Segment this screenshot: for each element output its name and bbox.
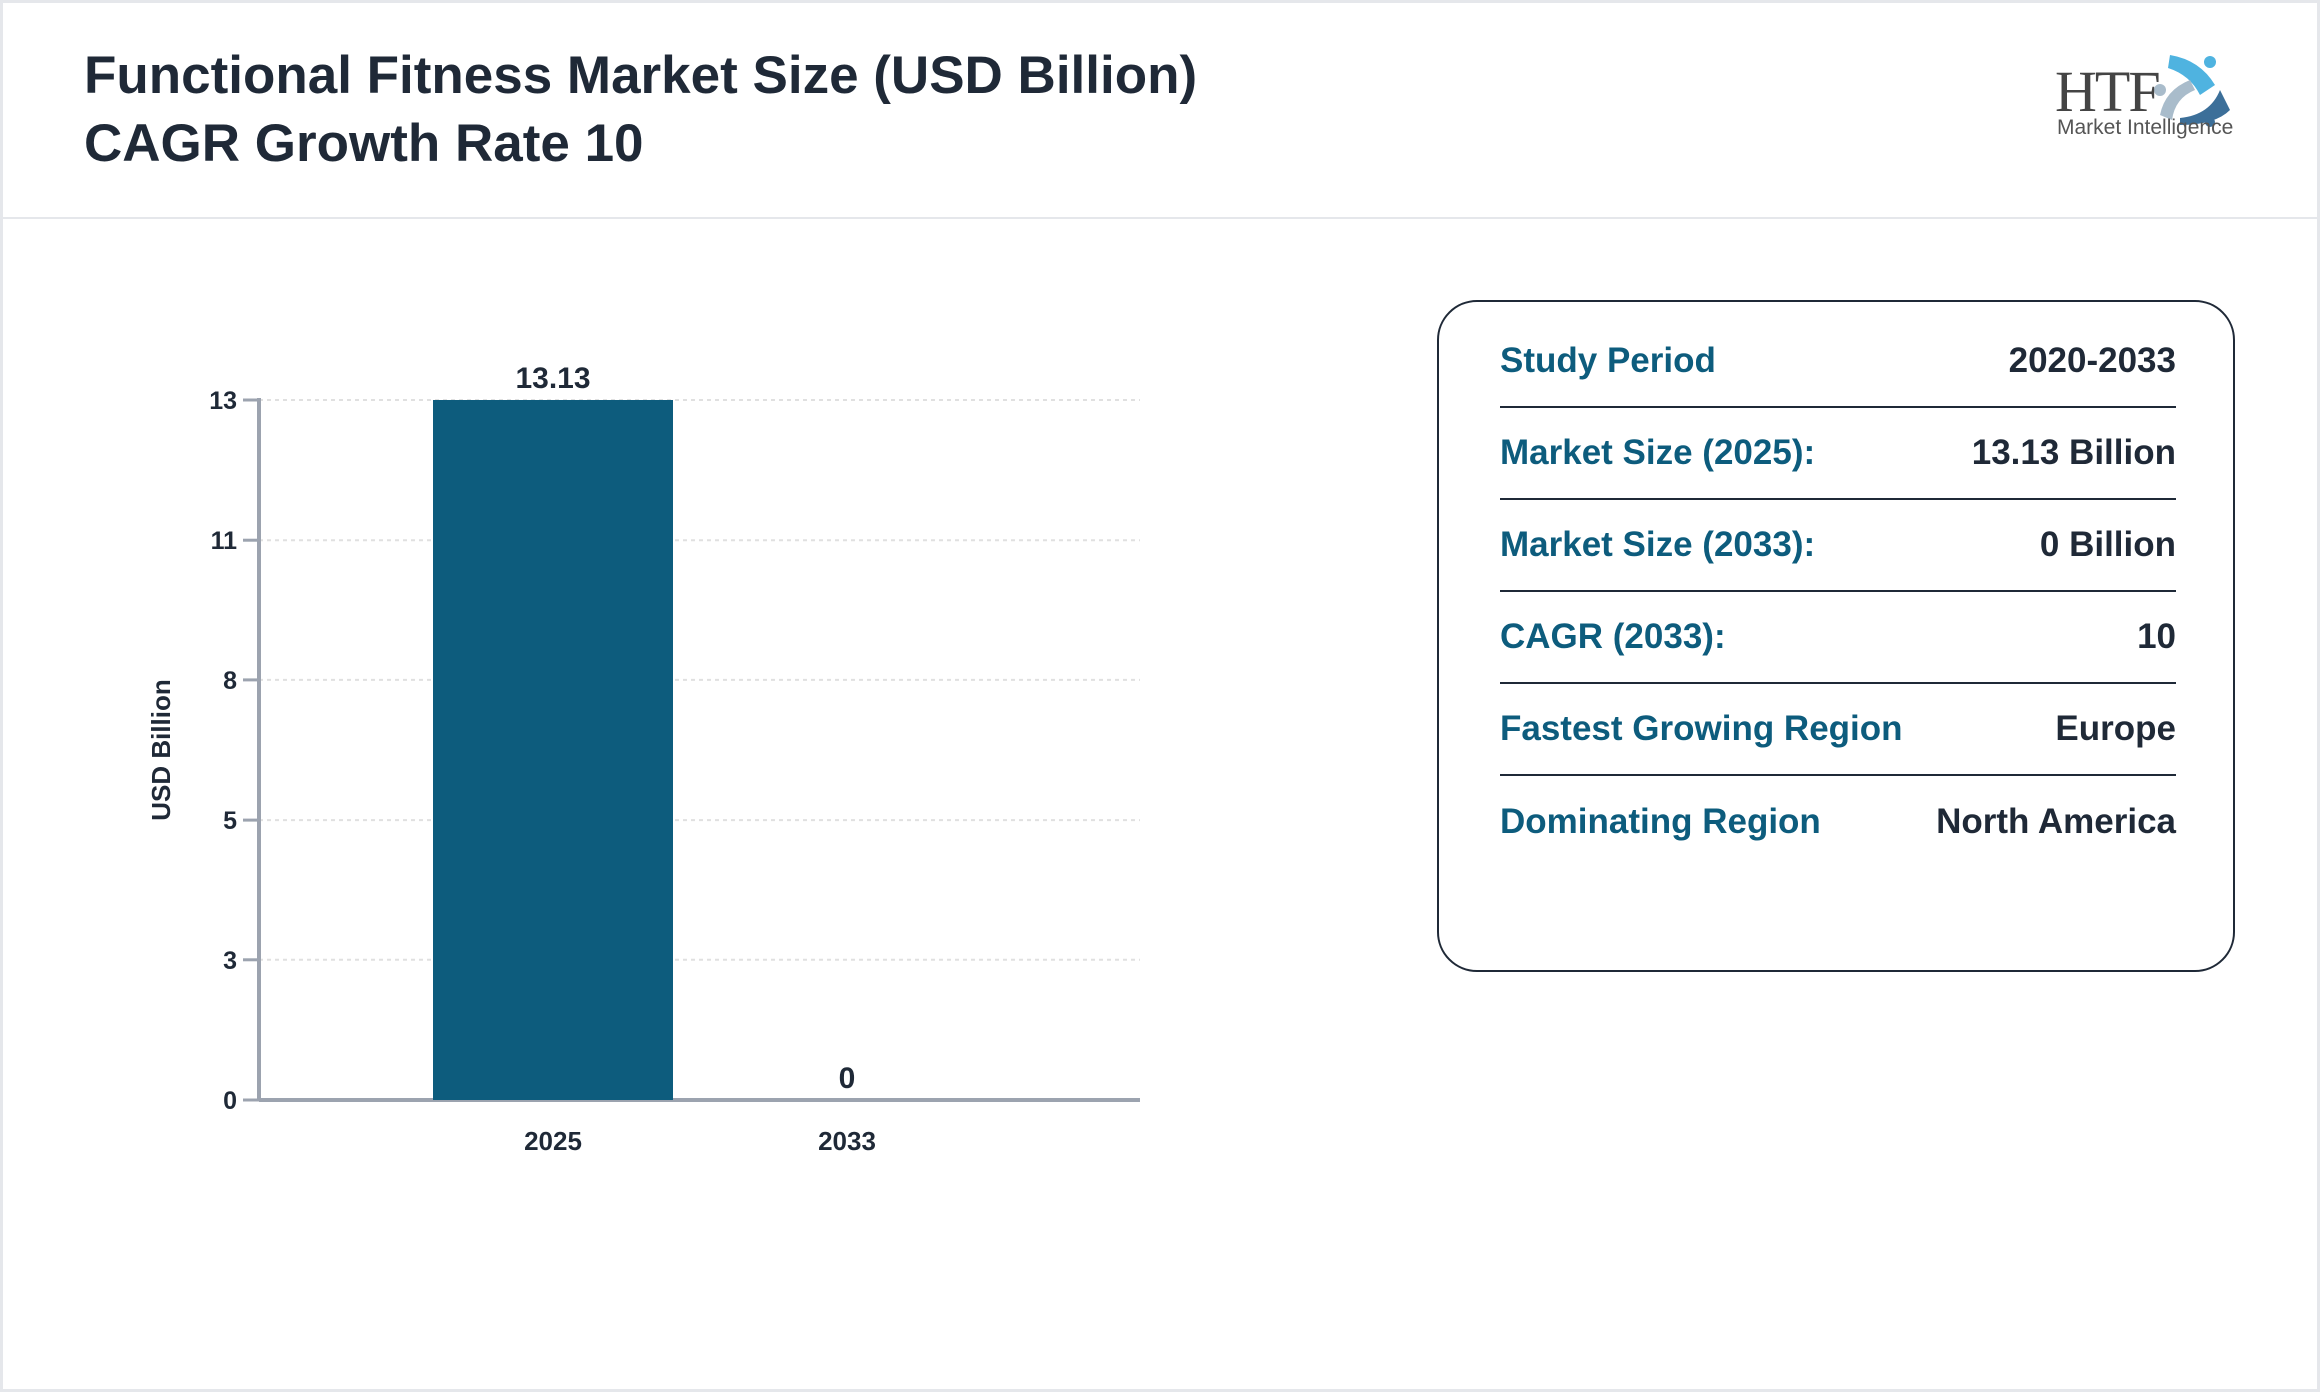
bar-chart: 0 3 5 8 11 13 13.13 2025 0 2033 USD Billion (146, 362, 1140, 1156)
summary-value: Europe (2055, 709, 2176, 748)
header: Functional Fitness Market Size (USD Bill… (0, 0, 2320, 219)
htf-logo: HTF Market Intelligence (2050, 40, 2250, 145)
x-tick-label: 2033 (818, 1126, 876, 1156)
summary-value: 13.13 Billion (1971, 433, 2176, 472)
summary-label: Market Size (2025): (1500, 433, 1816, 472)
summary-label: Dominating Region (1500, 802, 1821, 841)
logo-figures-icon (2154, 55, 2230, 127)
y-tick-label: 11 (211, 527, 238, 555)
summary-label: Fastest Growing Region (1500, 709, 1903, 748)
summary-value: 2020-2033 (2008, 341, 2176, 380)
summary-row: Dominating Region North America (1500, 776, 2176, 868)
y-tick-label: 5 (223, 807, 237, 835)
page-title: Functional Fitness Market Size (USD Bill… (84, 42, 1197, 178)
title-line-2: CAGR Growth Rate 10 (84, 114, 644, 173)
logo-subtext: Market Intelligence (2057, 116, 2234, 139)
logo-text: HTF (2055, 59, 2161, 124)
summary-row: Fastest Growing Region Europe (1500, 684, 2176, 776)
summary-row: Market Size (2033): 0 Billion (1500, 500, 2176, 592)
summary-row: Study Period 2020-2033 (1500, 316, 2176, 408)
summary-label: CAGR (2033): (1500, 617, 1726, 656)
summary-value: 10 (2137, 617, 2176, 656)
summary-value: North America (1936, 802, 2176, 841)
summary-label: Study Period (1500, 341, 1716, 380)
y-tick-label: 13 (209, 387, 237, 415)
summary-card: Study Period 2020-2033 Market Size (2025):… (1437, 300, 2235, 972)
summary-value: 0 Billion (2039, 525, 2176, 564)
x-tick-label: 2025 (524, 1126, 582, 1156)
y-tick-label: 0 (223, 1087, 237, 1115)
summary-row: Market Size (2025): 13.13 Billion (1500, 408, 2176, 500)
summary-row: CAGR (2033): 10 (1500, 592, 2176, 684)
summary-label: Market Size (2033): (1500, 525, 1816, 564)
y-tick-label: 3 (223, 947, 237, 975)
bar (433, 400, 673, 1100)
y-tick-label: 8 (223, 667, 237, 695)
data-label: 0 (839, 1062, 856, 1095)
y-axis-label: USD Billion (146, 679, 176, 821)
data-label: 13.13 (515, 362, 590, 395)
title-line-1: Functional Fitness Market Size (USD Bill… (84, 46, 1198, 105)
